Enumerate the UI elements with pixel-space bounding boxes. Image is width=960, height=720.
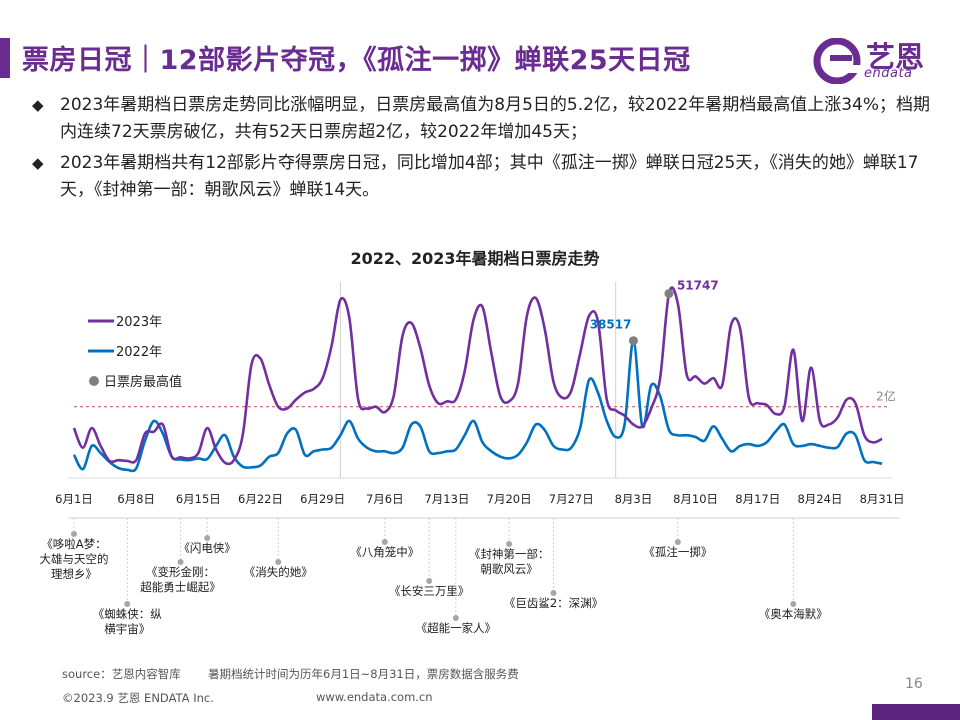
legend-label: 2022年 bbox=[116, 345, 162, 360]
annotation-label: 横宇宙》 bbox=[104, 622, 150, 636]
peak-marker bbox=[628, 336, 638, 346]
bullet-text: 2023年暑期档共有12部影片夺得票房日冠，同比增加4部；其中《孤注一掷》蝉联日… bbox=[60, 153, 919, 200]
logo-text-cn: 艺恩 bbox=[866, 40, 925, 74]
x-tick-label: 6月8日 bbox=[117, 492, 155, 506]
annotation-label: 《超能一家人》 bbox=[416, 621, 497, 635]
logo-text-en: endata bbox=[864, 66, 913, 81]
x-tick-label: 8月3日 bbox=[615, 492, 653, 506]
bullet-list: ◆ 2023年暑期档日票房走势同比涨幅明显，日票房最高值为8月5日的5.2亿，较… bbox=[32, 92, 932, 208]
threshold-label: 2亿 bbox=[876, 389, 896, 404]
annotation-marker bbox=[124, 601, 131, 607]
annotation-marker bbox=[550, 590, 557, 596]
peak-label: 51747 bbox=[677, 279, 719, 293]
page-title: 票房日冠｜12部影片夺冠，《孤注一掷》蝉联25天日冠 bbox=[22, 45, 691, 76]
title-accent-bar bbox=[0, 38, 10, 78]
annotation-marker bbox=[506, 541, 513, 547]
annotation-marker bbox=[790, 601, 797, 607]
chart-title: 2022、2023年暑期档日票房走势 bbox=[350, 249, 599, 268]
x-tick-label: 8月31日 bbox=[860, 492, 905, 506]
legend-label: 日票房最高值 bbox=[104, 374, 182, 390]
annotation-label: 《封神第一部： bbox=[469, 547, 550, 561]
annotation-label: 《闪电侠》 bbox=[178, 541, 236, 555]
x-tick-label: 6月29日 bbox=[300, 492, 345, 506]
annotation-label: 《孤注一掷》 bbox=[643, 545, 712, 559]
annotation-label: 《巨齿鲨2：深渊》 bbox=[504, 596, 603, 610]
x-tick-label: 7月20日 bbox=[487, 492, 532, 506]
annotation-label: 大雄与天空的 bbox=[40, 552, 109, 566]
x-tick-label: 8月17日 bbox=[735, 492, 780, 506]
annotation-marker bbox=[177, 559, 184, 565]
annotation-label: 《八角笼中》 bbox=[350, 545, 419, 559]
x-tick-label: 8月24日 bbox=[797, 492, 842, 506]
series-line-2023 bbox=[72, 286, 883, 466]
page-number: 16 bbox=[905, 676, 923, 692]
footer-accent-bar bbox=[872, 704, 960, 720]
footer-website: www.endata.com.cn bbox=[316, 690, 433, 704]
annotation-marker bbox=[426, 578, 433, 584]
endata-logo: 艺恩 endata bbox=[812, 37, 932, 85]
footer-copyright: ©2023.9 艺恩 ENDATA Inc. bbox=[62, 691, 214, 705]
bullet-item: ◆ 2023年暑期档共有12部影片夺得票房日冠，同比增加4部；其中《孤注一掷》蝉… bbox=[32, 150, 932, 204]
peak-marker bbox=[664, 289, 674, 299]
bullet-text: 2023年暑期档日票房走势同比涨幅明显，日票房最高值为8月5日的5.2亿，较20… bbox=[60, 95, 930, 142]
annotation-label: 《长安三万里》 bbox=[389, 584, 470, 598]
annotation-label: 《蜘蛛侠：纵 bbox=[93, 607, 162, 621]
annotation-marker bbox=[275, 559, 282, 565]
x-tick-label: 6月15日 bbox=[176, 492, 221, 506]
annotation-label: 《消失的她》 bbox=[244, 565, 313, 579]
diamond-bullet-icon: ◆ bbox=[32, 154, 44, 172]
annotation-marker bbox=[674, 539, 681, 545]
legend-label: 2023年 bbox=[116, 315, 162, 330]
x-tick-label: 7月27日 bbox=[549, 492, 594, 506]
x-tick-label: 6月22日 bbox=[238, 492, 283, 506]
x-tick-label: 6月1日 bbox=[55, 492, 93, 506]
annotation-marker bbox=[71, 531, 77, 537]
annotation-label: 《奥本海默》 bbox=[759, 607, 828, 621]
annotation-marker bbox=[452, 615, 459, 621]
x-tick-label: 7月13日 bbox=[424, 492, 469, 506]
peak-label: 38517 bbox=[590, 318, 632, 332]
x-tick-label: 8月10日 bbox=[673, 492, 718, 506]
footer-source: source：艺恩内容智库 bbox=[62, 667, 181, 681]
annotation-label: 《哆啦A梦： bbox=[41, 537, 106, 551]
legend-swatch bbox=[89, 376, 99, 386]
annotation-marker bbox=[381, 539, 388, 545]
bullet-item: ◆ 2023年暑期档日票房走势同比涨幅明显，日票房最高值为8月5日的5.2亿，较… bbox=[32, 92, 932, 146]
annotation-label: 朝歌风云》 bbox=[480, 562, 538, 576]
annotation-label: 理想乡》 bbox=[51, 567, 97, 581]
footer-note: 暑期档统计时间为历年6月1日~8月31日，票房数据含服务费 bbox=[208, 667, 519, 681]
annotation-label: 《变形金刚： bbox=[146, 565, 215, 579]
x-tick-label: 7月6日 bbox=[366, 492, 404, 506]
annotation-marker bbox=[204, 535, 211, 541]
series-line-2022 bbox=[72, 339, 883, 473]
annotation-label: 超能勇士崛起》 bbox=[140, 580, 221, 594]
logo-mark-icon bbox=[813, 37, 862, 85]
diamond-bullet-icon: ◆ bbox=[32, 96, 44, 114]
